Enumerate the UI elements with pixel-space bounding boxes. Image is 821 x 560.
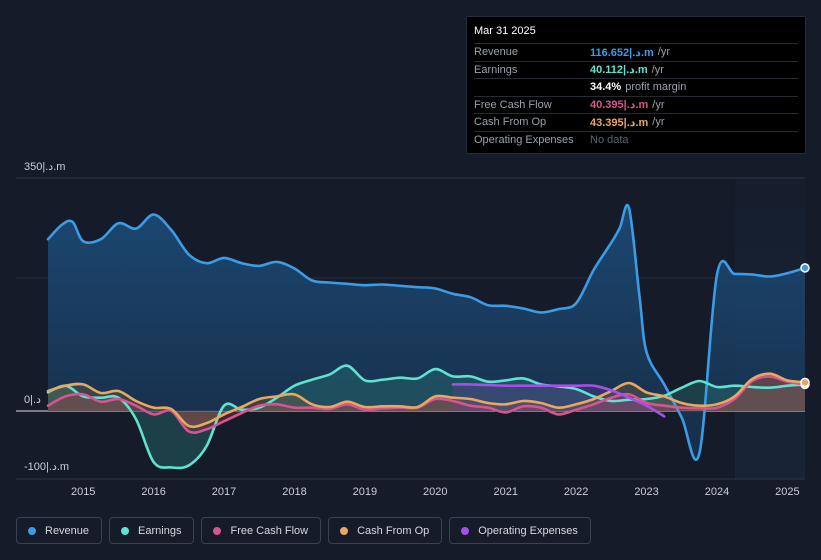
earnings-area [48, 365, 805, 468]
legend-item-operating-expenses[interactable]: Operating Expenses [449, 517, 591, 544]
legend-label: Cash From Op [357, 524, 430, 537]
legend-item-revenue[interactable]: Revenue [16, 517, 103, 544]
x-axis-labels: 2015 2016 2017 2018 2019 2020 2021 2022 2023 2024… [71, 486, 800, 498]
tooltip-label: Operating Expenses [474, 133, 574, 146]
revenue-line [46, 204, 807, 462]
tooltip-value: No data [590, 133, 629, 146]
cash-from-op-end-marker [800, 377, 810, 388]
x-tick-label: 2020 [423, 486, 447, 498]
y-axis-labels: 350|.د.m 0|.د -100|.د.m [24, 161, 69, 473]
legend-dot-icon [213, 526, 222, 535]
tooltip-row-profit-margin: 34.4% profit margin [474, 78, 798, 96]
legend-dot-icon [121, 526, 130, 535]
tooltip-unit: profit margin [625, 81, 687, 94]
legend-dot-icon [461, 526, 470, 535]
x-tick-label: 2025 [775, 486, 799, 498]
tooltip-unit: /yr [657, 46, 671, 59]
x-tick-label: 2021 [493, 486, 517, 498]
legend-dot-icon [28, 526, 36, 535]
y-tick-label: 350|.د.m [24, 161, 65, 173]
cash-from-op-line [46, 372, 807, 429]
tooltip-value: 40.112|.د.m [590, 64, 648, 77]
legend-item-free-cash-flow[interactable]: Free Cash Flow [201, 517, 322, 544]
end-markers [800, 263, 810, 390]
tooltip-row-earnings: Earnings 40.112|.د.m/yr [474, 60, 798, 79]
legend: Revenue Earnings Free Cash Flow Cash From O… [16, 517, 598, 544]
legend-item-cash-from-op[interactable]: Cash From Op [328, 517, 443, 544]
tooltip-label: Cash From Op [474, 116, 547, 129]
tooltip-value: 116.652|.د.m [590, 46, 654, 59]
x-tick-label: 2017 [212, 486, 236, 498]
legend-label: Operating Expenses [478, 524, 578, 537]
legend-label: Earnings [138, 524, 182, 537]
tooltip-value: 43.395|.د.m [590, 116, 649, 129]
tooltip-label: Earnings [474, 63, 518, 76]
tooltip-value: 34.4% [590, 81, 622, 94]
tooltip-label: Free Cash Flow [474, 98, 552, 111]
operating-expenses-line [451, 383, 666, 418]
tooltip-row-free-cash-flow: Free Cash Flow 40.395|.د.m/yr [474, 95, 798, 114]
legend-label: Free Cash Flow [230, 524, 309, 537]
series-areas [48, 205, 805, 468]
x-tick-label: 2015 [71, 486, 95, 498]
tooltip-row-operating-expenses: Operating Expenses No data [474, 130, 798, 149]
x-tick-label: 2023 [634, 486, 658, 498]
x-tick-label: 2018 [282, 486, 306, 498]
x-tick-label: 2019 [353, 486, 377, 498]
tooltip-row-cash-from-op: Cash From Op 43.395|.د.m/yr [474, 113, 798, 131]
x-tick-label: 2024 [705, 486, 729, 498]
legend-label: Revenue [45, 524, 90, 537]
tooltip-unit: /yr [651, 63, 664, 76]
tooltip-date: Mar 31 2025 [474, 25, 536, 37]
x-tick-label: 2016 [141, 486, 165, 498]
revenue-end-marker [800, 263, 810, 273]
tooltip-unit: /yr [652, 116, 665, 129]
y-tick-label: -100|.د.m [24, 461, 69, 473]
series-lines [46, 204, 807, 470]
y-tick-label: 0|.د [24, 394, 41, 406]
tooltip-panel: Mar 31 2025 Revenue 116.652|.د.m/yr Earnin… [466, 16, 806, 154]
cash-from-op-area [48, 373, 805, 427]
tooltip-label: Revenue [474, 46, 519, 59]
tooltip-row-revenue: Revenue 116.652|.د.m/yr [474, 43, 798, 61]
tooltip-value: 40.395|.د.m [590, 99, 649, 112]
legend-dot-icon [340, 526, 349, 535]
tooltip-unit: /yr [652, 98, 665, 111]
earnings-line [46, 364, 807, 470]
x-tick-label: 2022 [564, 486, 588, 498]
legend-item-earnings[interactable]: Earnings [109, 517, 195, 544]
